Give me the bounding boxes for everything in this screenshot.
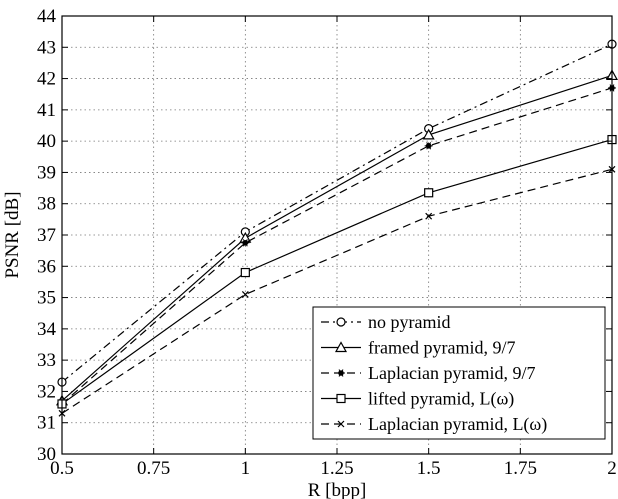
legend-marker — [337, 369, 345, 377]
x-tick-label: 1 — [241, 458, 251, 479]
x-tick-label: 2 — [607, 458, 617, 479]
legend-item: Laplacian pyramid, 9/7 — [321, 363, 535, 383]
legend-label: lifted pyramid, L(ω) — [368, 389, 514, 410]
series-line — [61, 139, 613, 405]
data-point — [241, 239, 250, 247]
data-point — [424, 188, 434, 198]
x-tick-label: 1.75 — [504, 458, 537, 479]
series-line — [61, 87, 613, 405]
y-tick-label: 37 — [37, 225, 56, 246]
x-axis-label: R [bpp] — [308, 480, 367, 499]
y-tick-label: 35 — [37, 288, 56, 309]
x-tick-label: 0.5 — [50, 458, 74, 479]
series-line — [61, 168, 613, 414]
y-tick-label: 42 — [37, 69, 56, 90]
data-point — [240, 267, 250, 278]
legend-marker — [334, 341, 348, 353]
y-tick-label: 41 — [37, 100, 56, 121]
y-tick-label: 36 — [37, 256, 56, 277]
legend-label: no pyramid — [368, 312, 451, 332]
legend-item: Laplacian pyramid, L(ω) — [321, 414, 547, 435]
x-tick-label: 0.75 — [137, 458, 170, 479]
x-tick-label: 1.5 — [417, 458, 441, 479]
data-point — [422, 128, 435, 140]
y-tick-label: 40 — [37, 131, 56, 152]
y-axis-label: PSNR [dB] — [2, 191, 23, 278]
x-tick-label: 1.25 — [320, 458, 353, 479]
legend-marker — [337, 420, 345, 428]
y-tick-label: 38 — [37, 194, 56, 215]
axis-ticks: 0.5 0.75 1 1.25 1.5 1.75 2 30 31 32 33 34 35 36 37 38 39… — [37, 6, 617, 479]
legend-label: framed pyramid, 9/7 — [368, 338, 515, 358]
y-tick-label: 32 — [37, 381, 56, 402]
legend: no pyramid framed pyramid, 9/7 Laplacian p… — [312, 306, 606, 440]
data-point — [424, 142, 433, 150]
series-line — [61, 74, 613, 402]
legend-label: Laplacian pyramid, L(ω) — [368, 414, 547, 435]
data-point — [241, 291, 249, 298]
series-line — [61, 43, 613, 383]
y-tick-label: 44 — [37, 6, 57, 27]
legend-marker — [336, 393, 346, 404]
data-point — [425, 212, 433, 220]
legend-marker — [336, 317, 346, 327]
legend-item: framed pyramid, 9/7 — [321, 338, 515, 358]
y-tick-label: 43 — [37, 37, 56, 58]
y-tick-label: 34 — [37, 319, 57, 340]
y-tick-label: 30 — [37, 444, 56, 465]
legend-item: lifted pyramid, L(ω) — [321, 389, 514, 410]
legend-label: Laplacian pyramid, 9/7 — [368, 363, 535, 383]
legend-item: no pyramid — [321, 312, 451, 332]
y-tick-label: 33 — [37, 350, 56, 371]
legend-box — [312, 306, 606, 440]
y-tick-label: 31 — [37, 413, 56, 434]
y-tick-label: 39 — [37, 162, 56, 183]
